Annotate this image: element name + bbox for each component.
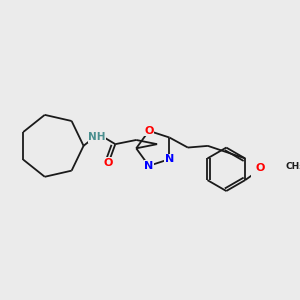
Text: NH: NH [88, 133, 106, 142]
Text: N: N [165, 154, 174, 164]
Text: N: N [144, 161, 154, 171]
Text: O: O [256, 164, 265, 173]
Text: CH₃: CH₃ [285, 162, 300, 171]
Text: O: O [144, 126, 154, 136]
Text: O: O [104, 158, 113, 167]
